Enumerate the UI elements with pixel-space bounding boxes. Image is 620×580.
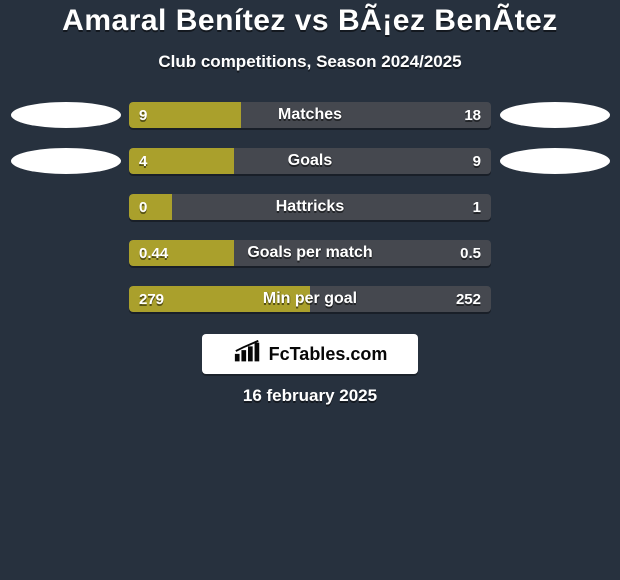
stat-label: Goals — [129, 148, 491, 174]
logo-text: FcTables.com — [269, 344, 388, 365]
stat-bar: 0.440.5Goals per match — [129, 240, 491, 266]
stat-label: Hattricks — [129, 194, 491, 220]
stat-row: 49Goals — [0, 148, 620, 174]
page-title: Amaral Benítez vs BÃ¡ez BenÃ­tez — [0, 4, 620, 38]
stat-bar: 49Goals — [129, 148, 491, 174]
stat-row: 279252Min per goal — [0, 286, 620, 312]
stat-row: 918Matches — [0, 102, 620, 128]
stat-rows: 918Matches 49Goals 01Hattricks 0.440.5Goals… — [0, 102, 620, 312]
chart-icon — [233, 340, 263, 369]
left-club-badge — [8, 102, 123, 128]
stat-row: 01Hattricks — [0, 194, 620, 220]
stat-label: Goals per match — [129, 240, 491, 266]
stat-label: Min per goal — [129, 286, 491, 312]
club-ellipse — [500, 148, 610, 174]
club-ellipse — [11, 148, 121, 174]
right-club-badge — [497, 148, 612, 174]
stat-bar: 918Matches — [129, 102, 491, 128]
right-club-badge — [497, 102, 612, 128]
site-logo: FcTables.com — [202, 334, 418, 374]
date-label: 16 february 2025 — [0, 386, 620, 406]
stat-bar: 279252Min per goal — [129, 286, 491, 312]
stat-row: 0.440.5Goals per match — [0, 240, 620, 266]
left-club-badge — [8, 148, 123, 174]
subtitle: Club competitions, Season 2024/2025 — [0, 52, 620, 72]
stat-label: Matches — [129, 102, 491, 128]
comparison-infographic: Amaral Benítez vs BÃ¡ez BenÃ­tez Club co… — [0, 0, 620, 580]
club-ellipse — [11, 102, 121, 128]
stat-bar: 01Hattricks — [129, 194, 491, 220]
club-ellipse — [500, 102, 610, 128]
